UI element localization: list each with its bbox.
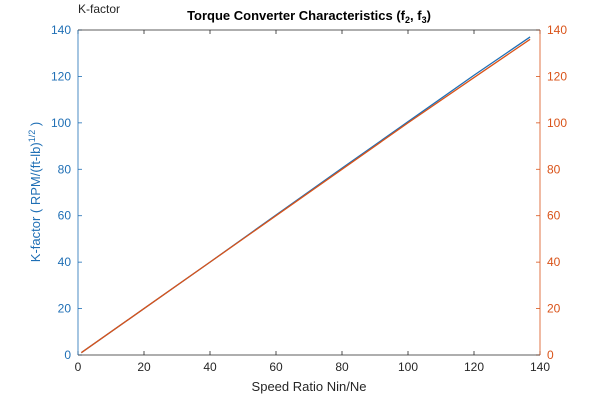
- y-tick-label-left: 20: [58, 302, 72, 316]
- y-axis-label-left: K-factor ( RPM/(ft-lb)1/2 ): [27, 122, 43, 262]
- y-tick-label-left: 40: [58, 255, 72, 269]
- y-tick-label-left: 80: [58, 162, 72, 176]
- x-axis-label: Speed Ratio Nin/Ne: [252, 379, 367, 394]
- chart-title: Torque Converter Characteristics (f2, f3…: [187, 8, 431, 25]
- axes-frame: [77, 29, 541, 356]
- y-tick-label-left: 60: [58, 209, 72, 223]
- x-tick-label: 60: [269, 360, 283, 374]
- y-tick-label-right: 100: [547, 116, 567, 130]
- axis-ticks: 0 20 40 60 80 100 120 1400204060801001201400204…: [51, 23, 567, 374]
- x-tick-label: 120: [464, 360, 484, 374]
- y-tick-label-right: 20: [547, 302, 561, 316]
- x-tick-label: 0: [75, 360, 82, 374]
- y-tick-label-right: 140: [547, 23, 567, 37]
- y-tick-label-left: 100: [51, 116, 71, 130]
- y-tick-label-right: 120: [547, 69, 567, 83]
- x-tick-label: 80: [335, 360, 349, 374]
- y-tick-label-right: 0: [547, 348, 554, 362]
- series-line-right: [80, 38, 531, 354]
- x-tick-label: 100: [398, 360, 418, 374]
- y-tick-label-left: 140: [51, 23, 71, 37]
- y-tick-label-left: 0: [64, 348, 71, 362]
- corner-axis-label: K-factor: [78, 2, 120, 16]
- x-tick-label: 40: [203, 360, 217, 374]
- y-tick-label-right: 60: [547, 209, 561, 223]
- x-tick-label: 140: [530, 360, 550, 374]
- x-tick-label: 20: [137, 360, 151, 374]
- y-tick-label-left: 120: [51, 69, 71, 83]
- data-lines: [80, 36, 531, 354]
- y-tick-label-right: 40: [547, 255, 561, 269]
- y-tick-label-right: 80: [547, 162, 561, 176]
